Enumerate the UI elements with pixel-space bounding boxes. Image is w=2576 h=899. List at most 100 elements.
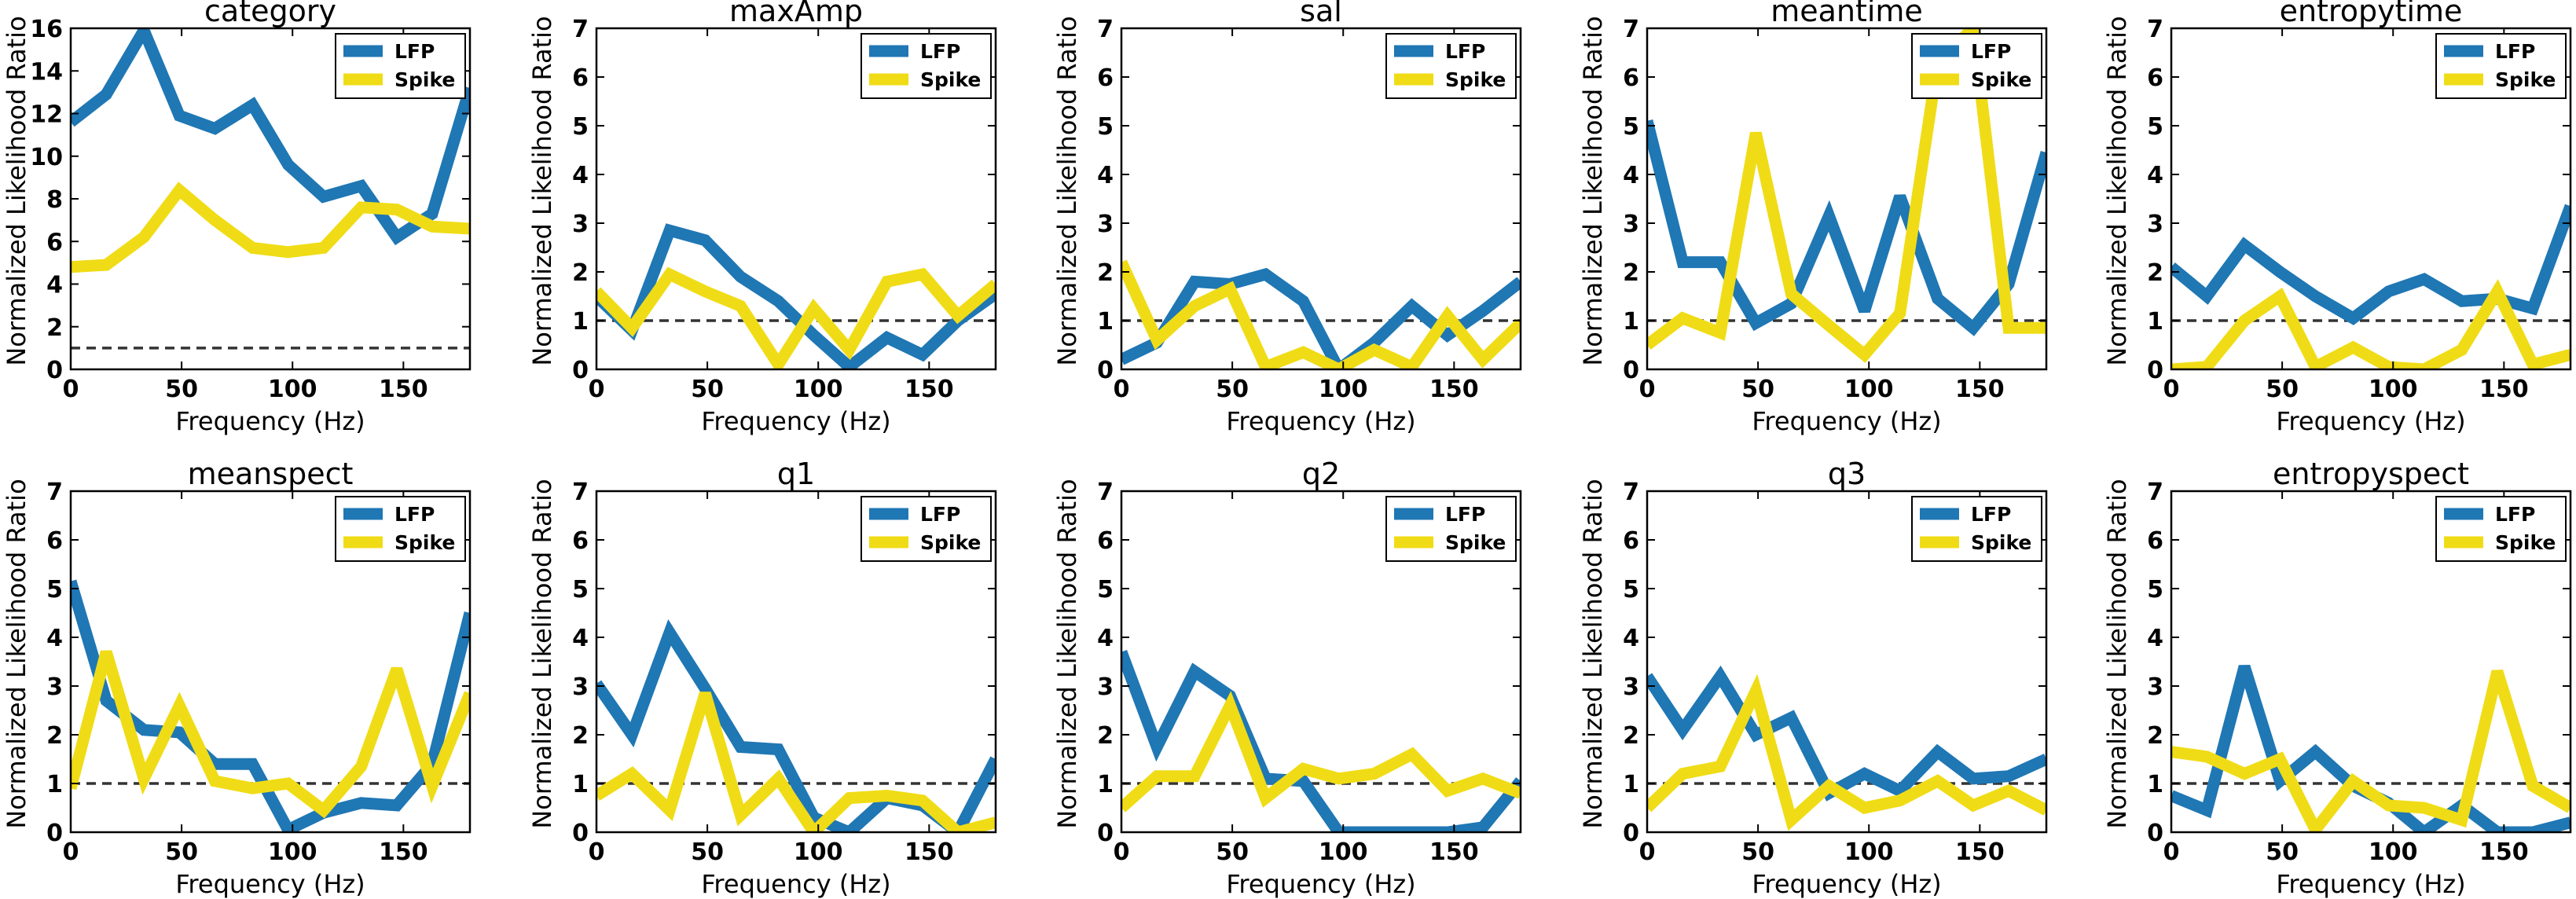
x-tick-label: 100 — [794, 838, 843, 866]
y-axis-label: Normalized Likelihood Ratio — [1578, 479, 1608, 828]
y-axis-label: Normalized Likelihood Ratio — [527, 16, 557, 365]
y-tick-label: 0 — [2147, 357, 2163, 384]
y-tick-label: 7 — [1623, 16, 1639, 43]
x-tick-label: 150 — [905, 838, 954, 866]
plot-frame — [69, 490, 472, 834]
legend-label: Spike — [1445, 531, 1506, 554]
x-tick-label: 150 — [2479, 376, 2529, 403]
y-tick-label: 6 — [1097, 64, 1114, 92]
legend: LFP Spike — [1385, 33, 1517, 99]
y-tick-label: 3 — [572, 211, 589, 238]
series-line-spike — [71, 650, 470, 819]
legend: LFP Spike — [2435, 33, 2567, 99]
legend-box — [335, 496, 466, 562]
x-axis-label: Frequency (Hz) — [2276, 869, 2465, 899]
y-tick-label: 0 — [2147, 820, 2163, 847]
x-tick-label: 150 — [1429, 838, 1479, 866]
series-line-lfp — [1647, 119, 2046, 336]
subplot-title: entropytime — [2280, 0, 2463, 28]
subplot-title: sal — [1300, 0, 1342, 28]
legend-box — [2435, 496, 2567, 562]
x-axis-label: Frequency (Hz) — [1752, 406, 1941, 436]
plot-frame — [1646, 27, 2048, 371]
y-tick-label: 1 — [2147, 771, 2163, 798]
y-tick-label: 7 — [46, 479, 63, 506]
x-tick-label: 100 — [1319, 838, 1368, 866]
series-line-lfp — [71, 28, 470, 246]
x-tick-label: 150 — [379, 376, 428, 403]
legend-label: LFP — [1445, 40, 1485, 63]
y-tick-label: 12 — [30, 101, 63, 129]
x-tick-label: 50 — [2266, 838, 2299, 866]
y-tick-label: 4 — [46, 272, 63, 299]
y-tick-label: 1 — [1623, 771, 1639, 798]
y-tick-label: 14 — [30, 58, 63, 86]
x-tick-label: 50 — [165, 376, 198, 403]
x-tick-label: 150 — [1429, 376, 1479, 403]
y-tick-label: 1 — [572, 771, 589, 798]
y-tick-label: 5 — [1623, 576, 1639, 604]
legend-label: LFP — [1971, 503, 2011, 526]
legend: LFP Spike — [1911, 33, 2042, 99]
legend-box — [1385, 33, 1517, 99]
y-axis-label: Normalized Likelihood Ratio — [1052, 16, 1082, 365]
y-tick-label: 4 — [572, 162, 589, 189]
legend-label: Spike — [1971, 68, 2031, 91]
y-tick-label: 5 — [572, 576, 589, 604]
y-tick-label: 16 — [30, 16, 63, 43]
x-axis-label: Frequency (Hz) — [1226, 406, 1415, 436]
legend-label: LFP — [394, 503, 435, 526]
x-axis-label: Frequency (Hz) — [175, 869, 365, 899]
legend: LFP Spike — [861, 496, 992, 562]
x-tick-label: 100 — [268, 838, 317, 866]
x-tick-label: 150 — [379, 838, 428, 866]
legend-label: LFP — [1445, 503, 1485, 526]
y-tick-label: 3 — [1623, 673, 1639, 701]
x-tick-label: 0 — [1639, 838, 1656, 866]
legend-label: Spike — [1445, 68, 1506, 91]
y-tick-label: 3 — [1623, 211, 1639, 238]
x-tick-label: 50 — [2266, 376, 2299, 403]
y-tick-label: 6 — [572, 64, 589, 92]
x-tick-label: 0 — [589, 376, 605, 403]
y-tick-label: 3 — [572, 673, 589, 701]
series-line-spike — [596, 692, 996, 832]
x-tick-label: 0 — [2163, 838, 2180, 866]
legend: LFP Spike — [335, 496, 466, 562]
x-tick-label: 50 — [165, 838, 198, 866]
y-tick-label: 5 — [1097, 113, 1114, 141]
legend-box — [335, 33, 466, 99]
y-tick-label: 7 — [572, 16, 589, 43]
y-tick-label: 7 — [1623, 479, 1639, 506]
series-line-spike — [1647, 673, 2046, 831]
y-tick-label: 0 — [1097, 357, 1114, 384]
x-tick-label: 100 — [1319, 376, 1368, 403]
x-tick-label: 100 — [1844, 376, 1894, 403]
series-line-spike — [1121, 259, 1521, 369]
y-tick-label: 0 — [1623, 820, 1639, 847]
legend-box — [1385, 496, 1517, 562]
subplot-meanspect: meanspect 0 50 100 150 0 1 2 3 4 5 6 7 Frequency (Hz)… — [2, 457, 472, 899]
legend-box — [1911, 33, 2042, 99]
y-tick-label: 2 — [572, 259, 589, 287]
y-tick-label: 2 — [1623, 722, 1639, 750]
x-tick-label: 50 — [1216, 376, 1249, 403]
series-line-lfp — [596, 223, 996, 369]
x-axis-label: Frequency (Hz) — [1752, 869, 1941, 899]
y-tick-label: 0 — [1623, 357, 1639, 384]
x-axis-label: Frequency (Hz) — [175, 406, 365, 436]
y-tick-label: 6 — [2147, 64, 2163, 92]
series-line-lfp — [2171, 204, 2570, 325]
y-axis-label: Normalized Likelihood Ratio — [2102, 16, 2132, 365]
y-tick-label: 4 — [1097, 162, 1114, 189]
subplot-sal: sal 0 50 100 150 0 1 2 3 4 5 6 7 Frequency (Hz) Normal… — [1052, 0, 1522, 436]
plot-frame — [1120, 27, 1522, 371]
y-tick-label: 5 — [46, 576, 63, 604]
legend-label: Spike — [920, 531, 981, 554]
legend-box — [1911, 496, 2042, 562]
legend: LFP Spike — [1911, 496, 2042, 562]
legend-label: LFP — [2495, 503, 2535, 526]
subplot-q3: q3 0 50 100 150 0 1 2 3 4 5 6 7 Frequency (Hz) Normali… — [1578, 457, 2048, 899]
y-tick-label: 1 — [2147, 308, 2163, 336]
